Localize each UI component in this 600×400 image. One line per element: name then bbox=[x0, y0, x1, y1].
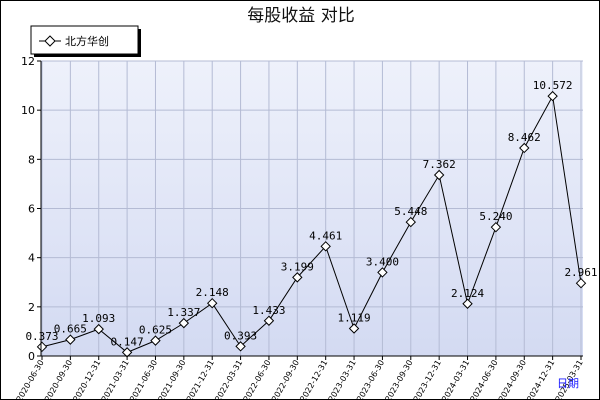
data-label: 8.462 bbox=[508, 131, 541, 144]
x-tick-label: 2022-06-30 bbox=[242, 359, 273, 400]
y-tick-label: 12 bbox=[21, 55, 35, 68]
legend: 北方华创 bbox=[30, 25, 141, 57]
x-tick-label: 2024-09-30 bbox=[497, 359, 528, 400]
chart-title: 每股收益 对比 bbox=[247, 6, 354, 26]
x-tick-label: 2020-12-31 bbox=[71, 359, 102, 400]
data-point-marker bbox=[150, 335, 161, 346]
legend-series-name: 北方华创 bbox=[65, 34, 109, 48]
x-tick-label: 2023-03-31 bbox=[327, 359, 358, 400]
data-label: 1.433 bbox=[252, 304, 285, 317]
y-tick-label: 2 bbox=[28, 301, 35, 314]
y-tick-label: 6 bbox=[28, 203, 35, 216]
data-point-marker bbox=[575, 278, 587, 289]
x-tick-label: 2022-12-31 bbox=[298, 359, 329, 400]
data-label: 0.393 bbox=[224, 329, 257, 342]
legend-marker bbox=[44, 35, 56, 47]
y-tick-label: 4 bbox=[28, 252, 35, 265]
y-tick-label: 0 bbox=[28, 350, 35, 363]
x-tick-label: 2021-03-31 bbox=[100, 359, 131, 400]
x-tick-label: 2024-12-31 bbox=[525, 359, 556, 400]
data-point-marker bbox=[490, 221, 502, 233]
series-layer bbox=[36, 90, 587, 358]
x-tick-label: 2021-06-30 bbox=[128, 359, 159, 400]
x-tick-label: 2024-06-30 bbox=[469, 359, 500, 399]
x-tick-label: 2020-09-30 bbox=[43, 359, 74, 400]
y-axis-ticks: 0 2 4 6 8 10 12 bbox=[21, 55, 41, 363]
x-tick-label: 2024-03-31 bbox=[440, 359, 471, 400]
data-point-marker bbox=[348, 323, 360, 334]
data-label: 3.400 bbox=[366, 255, 399, 268]
data-point-marker bbox=[405, 216, 416, 228]
data-point-marker bbox=[121, 347, 133, 358]
data-label: 1.093 bbox=[82, 312, 115, 325]
data-point-marker bbox=[320, 241, 331, 252]
y-tick-label: 10 bbox=[21, 104, 35, 117]
data-label: 0.373 bbox=[25, 330, 58, 343]
x-tick-label: 2022-09-30 bbox=[270, 359, 301, 400]
data-label: 5.448 bbox=[394, 205, 427, 218]
data-point-marker bbox=[178, 317, 190, 329]
x-tick-label: 2022-03-31 bbox=[213, 359, 244, 400]
x-tick-label: 2021-12-31 bbox=[185, 359, 216, 400]
data-label: 5.240 bbox=[479, 210, 512, 223]
data-label: 2.148 bbox=[196, 286, 229, 299]
data-point-marker bbox=[93, 323, 104, 335]
grid-lines bbox=[41, 60, 583, 356]
data-label: 1.337 bbox=[167, 306, 200, 319]
x-axis-corner-label: 日期 bbox=[557, 377, 579, 390]
data-label: 3.199 bbox=[281, 260, 314, 273]
data-label: 4.461 bbox=[309, 229, 342, 242]
data-point-marker bbox=[65, 334, 76, 345]
data-point-marker bbox=[292, 272, 303, 283]
data-label: 0.665 bbox=[54, 323, 87, 336]
data-point-marker bbox=[462, 298, 473, 309]
data-label: 7.362 bbox=[423, 158, 456, 171]
data-label: 0.147 bbox=[111, 335, 144, 348]
x-tick-label: 2020-06-30 bbox=[15, 359, 46, 400]
data-point-marker bbox=[36, 341, 48, 353]
x-tick-label: 2021-09-30 bbox=[157, 359, 188, 400]
data-label: 10.572 bbox=[533, 79, 573, 92]
data-label: 1.119 bbox=[337, 311, 370, 324]
data-label: 2.961 bbox=[564, 266, 597, 279]
data-label: 2.124 bbox=[451, 287, 484, 300]
x-tick-label: 2023-12-31 bbox=[412, 359, 443, 400]
data-point-marker bbox=[263, 315, 275, 326]
x-tick-label: 2023-06-30 bbox=[355, 359, 386, 400]
data-label: 0.625 bbox=[139, 324, 172, 337]
x-tick-label: 2023-09-30 bbox=[383, 359, 414, 400]
x-axis-ticks: 2020-06-302020-09-302020-12-312021-03-31… bbox=[15, 356, 585, 399]
series-line bbox=[41, 94, 582, 353]
data-point-marker bbox=[519, 142, 530, 154]
y-tick-label: 8 bbox=[28, 153, 35, 166]
data-point-marker bbox=[207, 297, 218, 309]
data-point-marker bbox=[547, 90, 558, 102]
data-point-marker bbox=[433, 169, 445, 181]
data-point-marker bbox=[377, 267, 388, 278]
data-point-marker bbox=[235, 341, 246, 352]
